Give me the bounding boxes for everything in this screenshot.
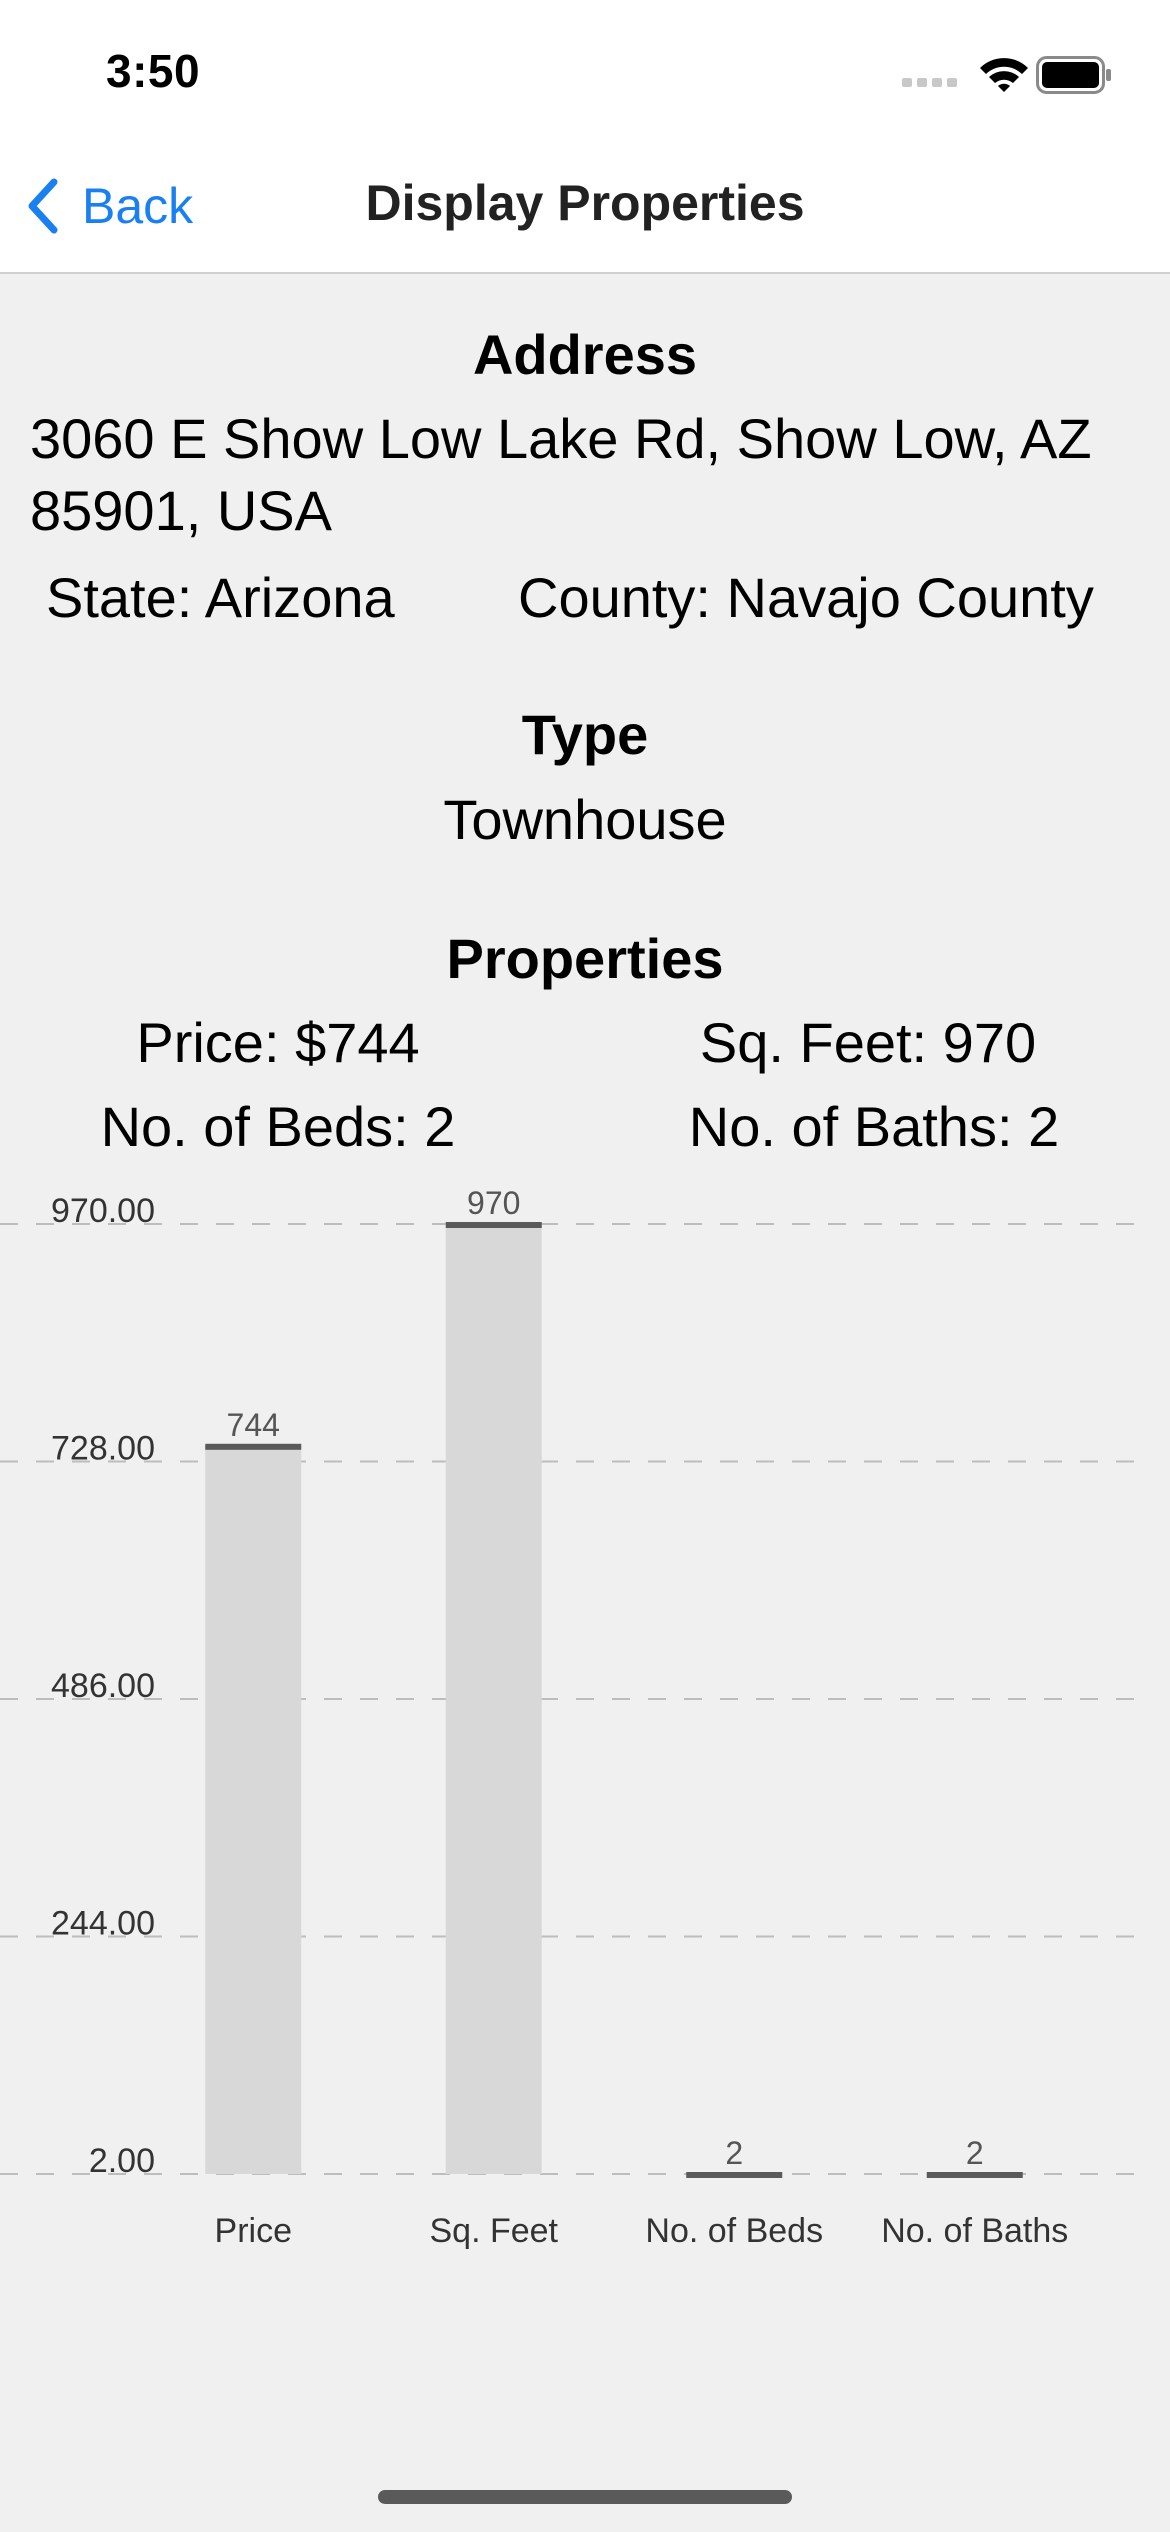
bar-cap <box>686 2172 783 2178</box>
baths-value: No. of Baths: 2 <box>688 1095 1060 1158</box>
county-value: County: Navajo County <box>518 566 1094 629</box>
x-category-label: No. of Baths <box>881 2212 1068 2250</box>
y-tick-label: 486.00 <box>51 1667 155 1705</box>
wifi-icon <box>980 58 1028 92</box>
address-value: 3060 E Show Low Lake Rd, Show Low, AZ 85… <box>30 407 1092 542</box>
y-tick-label: 244.00 <box>51 1905 155 1943</box>
back-label: Back <box>82 178 194 234</box>
bar-value-label: 2 <box>725 2135 743 2171</box>
signal-icon <box>902 78 957 87</box>
status-time: 3:50 <box>106 45 201 97</box>
battery-icon <box>1036 56 1111 94</box>
bar-value-label: 744 <box>227 1407 280 1443</box>
y-tick-label: 970.00 <box>51 1192 155 1230</box>
type-heading: Type <box>521 703 649 766</box>
bar-cap <box>926 2172 1023 2178</box>
bar-cap <box>205 1443 302 1450</box>
type-value: Townhouse <box>443 788 727 851</box>
back-button[interactable]: Back <box>24 170 193 242</box>
state-value: State: Arizona <box>46 566 395 629</box>
page-title: Display Properties <box>365 175 805 231</box>
navigation-bar: Back Display Properties <box>0 140 1170 274</box>
x-category-label: Sq. Feet <box>429 2212 558 2250</box>
y-tick-label: 2.00 <box>89 2142 155 2180</box>
chevron-left-icon <box>28 178 58 234</box>
sqft-value: Sq. Feet: 970 <box>699 1011 1037 1074</box>
bar <box>205 1445 302 2174</box>
price-value: Price: $744 <box>136 1011 420 1074</box>
y-tick-label: 728.00 <box>51 1430 155 1468</box>
home-indicator <box>378 2490 792 2504</box>
bar-value-label: 970 <box>467 1185 520 1221</box>
bar-value-label: 2 <box>966 2135 984 2171</box>
status-bar: 3:50 <box>0 0 1170 140</box>
address-heading: Address <box>472 323 698 386</box>
properties-heading: Properties <box>446 927 724 990</box>
properties-bar-chart: 970.00 728.00 486.00 244.00 2.00 744 Price 970 S… <box>0 1185 1140 2250</box>
beds-value: No. of Beds: 2 <box>100 1095 456 1158</box>
x-category-label: Price <box>215 2212 292 2250</box>
x-category-label: No. of Beds <box>645 2212 823 2250</box>
bar <box>445 1224 542 2174</box>
bar-cap <box>445 1222 542 1228</box>
